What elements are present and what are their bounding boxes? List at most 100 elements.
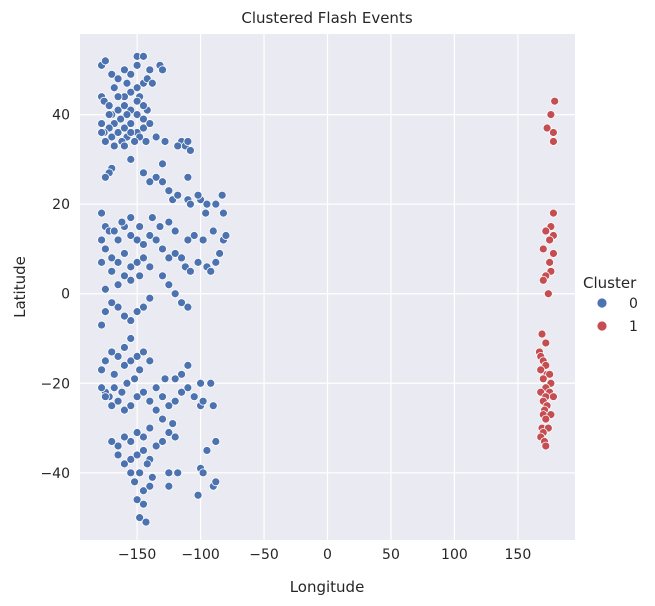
data-point-cluster-0: [151, 383, 161, 393]
data-point-cluster-0: [193, 490, 203, 500]
data-point-cluster-1: [545, 235, 555, 245]
data-point-cluster-0: [97, 235, 106, 245]
data-point-cluster-0: [132, 392, 142, 402]
y-gridlines: [80, 114, 575, 474]
data-point-cluster-1: [549, 128, 558, 137]
data-point-cluster-0: [135, 365, 145, 375]
data-point-cluster-0: [132, 96, 142, 106]
data-point-cluster-0: [160, 374, 170, 384]
data-point-cluster-0: [132, 307, 142, 317]
data-point-cluster-0: [208, 226, 218, 236]
data-point-cluster-0: [139, 101, 148, 111]
y-axis-label: Latitude: [11, 256, 29, 318]
data-point-cluster-0: [177, 369, 186, 379]
x-tick-label: 100: [441, 547, 468, 563]
data-point-cluster-1: [538, 275, 548, 285]
data-point-cluster-0: [206, 378, 216, 388]
data-point-cluster-0: [221, 231, 231, 240]
data-point-cluster-0: [139, 486, 148, 496]
data-point-cluster-0: [211, 437, 221, 446]
data-point-cluster-0: [183, 383, 193, 393]
data-point-cluster-0: [145, 119, 155, 128]
data-point-cluster-0: [189, 392, 199, 402]
data-point-cluster-0: [126, 213, 136, 222]
data-point-cluster-0: [168, 419, 178, 428]
data-point-cluster-0: [107, 347, 117, 357]
data-point-cluster-0: [164, 280, 174, 290]
data-point-cluster-0: [122, 378, 132, 388]
data-point-cluster-1: [545, 257, 555, 267]
data-point-cluster-0: [170, 226, 180, 236]
x-tick-label: 50: [382, 547, 400, 563]
data-point-cluster-1: [538, 374, 548, 384]
data-point-cluster-1: [549, 392, 558, 402]
data-point-cluster-0: [151, 172, 161, 182]
y-tick-label: 40: [52, 108, 70, 124]
data-point-cluster-0: [147, 472, 157, 482]
data-point-cluster-0: [113, 352, 123, 361]
data-point-cluster-1: [542, 123, 552, 133]
data-point-cluster-0: [113, 441, 123, 451]
data-point-cluster-0: [113, 128, 123, 137]
data-point-cluster-0: [158, 437, 167, 446]
data-points: [97, 51, 560, 527]
data-point-cluster-0: [177, 298, 186, 308]
data-point-cluster-1: [543, 289, 553, 299]
x-tick-label: −50: [249, 547, 279, 563]
x-tick-label: −150: [118, 547, 156, 563]
data-point-cluster-0: [135, 513, 145, 523]
data-point-cluster-0: [186, 146, 195, 155]
data-point-cluster-0: [135, 468, 145, 478]
data-point-cluster-0: [170, 374, 180, 384]
x-tick-labels: −150 −100 −50 0 50 100 150: [118, 547, 531, 563]
data-point-cluster-0: [202, 446, 212, 455]
data-point-cluster-0: [206, 266, 216, 276]
data-point-cluster-0: [135, 222, 145, 231]
data-point-cluster-0: [145, 481, 155, 491]
data-point-cluster-1: [536, 365, 546, 375]
data-point-cluster-0: [196, 378, 205, 388]
data-point-cluster-0: [183, 172, 193, 182]
data-point-cluster-0: [164, 253, 174, 263]
data-point-cluster-0: [130, 374, 139, 384]
data-point-cluster-0: [158, 177, 167, 187]
data-point-cluster-0: [139, 446, 148, 455]
data-point-cluster-0: [170, 396, 180, 406]
data-point-cluster-0: [132, 257, 142, 267]
data-point-cluster-0: [147, 213, 157, 222]
data-point-cluster-1: [541, 226, 551, 236]
data-point-cluster-0: [193, 257, 203, 267]
data-point-cluster-0: [107, 266, 117, 276]
data-point-cluster-0: [104, 110, 114, 120]
data-point-cluster-1: [541, 338, 551, 348]
data-point-cluster-1: [549, 137, 558, 146]
data-point-cluster-0: [145, 423, 155, 433]
data-point-cluster-0: [132, 450, 142, 460]
data-point-cluster-0: [132, 352, 142, 361]
x-tick-label: 150: [505, 547, 532, 563]
data-point-cluster-1: [541, 441, 551, 451]
data-point-cluster-1: [537, 329, 547, 339]
data-point-cluster-0: [145, 356, 155, 366]
data-point-cluster-0: [141, 517, 151, 527]
data-point-cluster-0: [97, 119, 106, 128]
data-point-cluster-0: [141, 137, 151, 146]
data-point-cluster-0: [120, 432, 129, 442]
data-point-cluster-0: [126, 128, 136, 137]
data-point-cluster-0: [126, 231, 136, 240]
data-point-cluster-0: [170, 432, 180, 442]
data-point-cluster-0: [151, 235, 161, 245]
legend-marker-1: [596, 320, 608, 332]
data-point-cluster-0: [120, 249, 129, 258]
data-point-cluster-0: [100, 244, 110, 254]
data-point-cluster-0: [130, 137, 139, 146]
data-point-cluster-0: [113, 396, 123, 406]
data-point-cluster-0: [107, 401, 117, 411]
data-point-cluster-0: [100, 356, 110, 366]
data-point-cluster-1: [538, 244, 548, 254]
data-point-cluster-0: [107, 69, 117, 79]
data-point-cluster-0: [113, 257, 123, 267]
data-point-cluster-0: [139, 114, 148, 124]
data-point-cluster-0: [158, 159, 167, 169]
